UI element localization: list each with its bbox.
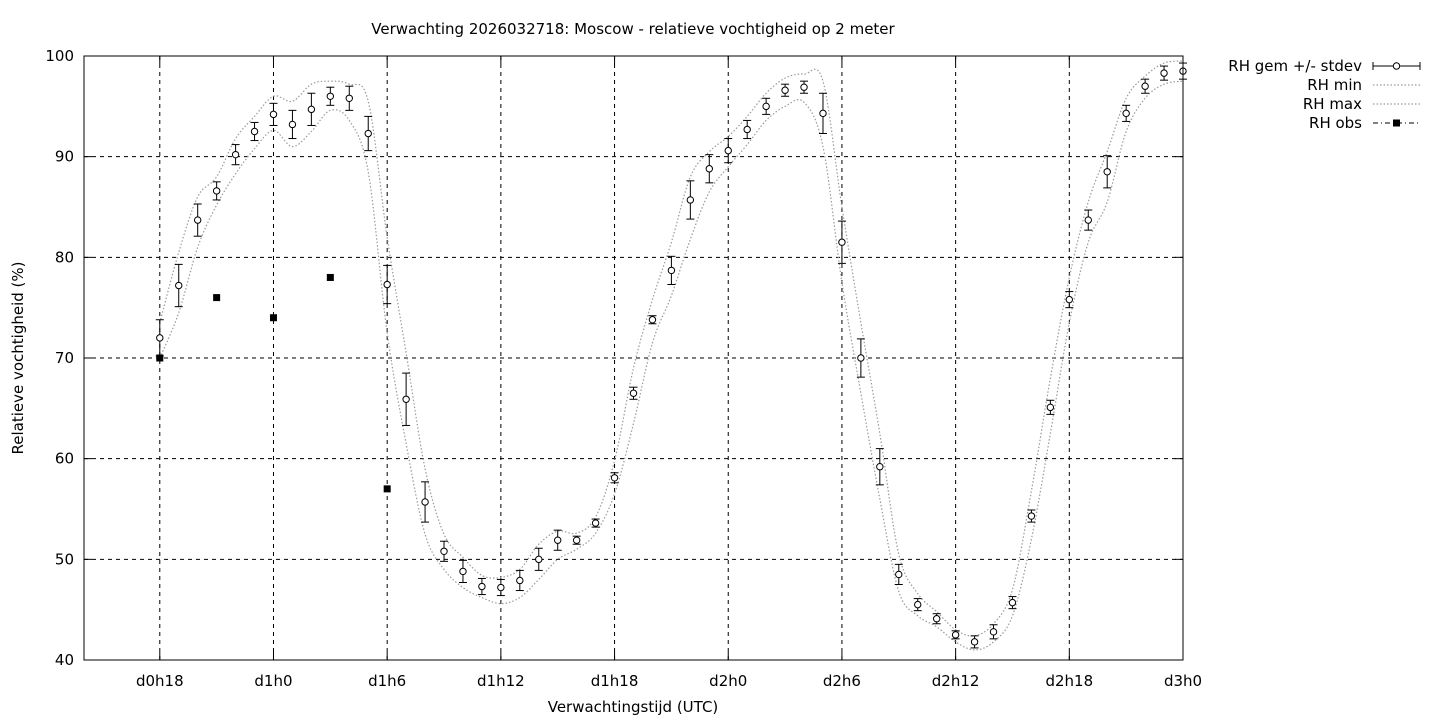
mean-point (516, 576, 524, 585)
mean-point (212, 187, 221, 195)
mean-point (250, 127, 259, 136)
mean-point (288, 120, 297, 129)
legend-label: RH obs (1309, 114, 1362, 132)
y-tick-label: 50 (55, 550, 74, 568)
x-axis-label: Verwachtingstijd (UTC) (548, 698, 719, 716)
mean-point (345, 94, 353, 102)
mean-point (686, 196, 695, 204)
mean-point (743, 125, 751, 134)
mean-point (383, 280, 391, 289)
mean-point (895, 570, 903, 579)
mean-point (629, 389, 638, 397)
chart-title: Verwachting 2026032718: Moscow - relatie… (371, 20, 895, 38)
mean-point (876, 463, 884, 471)
x-tick-label: d3h0 (1164, 672, 1202, 690)
y-tick-label: 90 (55, 148, 74, 166)
series-line-rh-min (159, 80, 1184, 651)
y-ticks: 40 50 60 70 80 90 100 (45, 47, 1183, 669)
x-tick-label: d2h6 (823, 672, 861, 690)
y-tick-label: 80 (55, 248, 74, 266)
legend-swatch (1393, 119, 1400, 127)
mean-point (1046, 403, 1055, 412)
mean-point (554, 536, 562, 544)
series-line-rh-max (159, 60, 1184, 637)
y-tick-label: 100 (45, 47, 74, 65)
mean-point (838, 238, 846, 246)
mean-point (800, 83, 808, 91)
mean-point (762, 102, 770, 111)
legend-swatch (1392, 62, 1401, 70)
x-tick-label: d0h18 (136, 672, 184, 690)
mean-point (156, 334, 164, 342)
mean-point (193, 216, 202, 224)
legend-label: RH max (1303, 95, 1362, 113)
x-tick-label: d1h6 (368, 672, 406, 690)
obs-point (326, 273, 334, 281)
x-tick-label: d1h12 (477, 672, 525, 690)
x-tick-label: d2h12 (932, 672, 980, 690)
mean-point (307, 105, 316, 114)
series-layer (155, 60, 1187, 651)
mean-point (705, 165, 713, 173)
mean-point (819, 109, 827, 118)
mean-point (231, 150, 240, 159)
mean-point (440, 547, 448, 555)
plot-frame (83, 55, 1184, 661)
mean-point (459, 567, 467, 576)
grid-layer (84, 56, 1184, 660)
mean-point (364, 129, 372, 138)
obs-point (383, 485, 391, 493)
mean-point (1084, 216, 1092, 224)
mean-point (535, 555, 543, 564)
mean-point (478, 582, 486, 591)
mean-point (1065, 295, 1074, 304)
mean-point (497, 583, 505, 592)
mean-point (269, 110, 278, 119)
mean-point (175, 281, 183, 290)
mean-point (1027, 512, 1036, 520)
mean-point (591, 519, 600, 527)
y-tick-label: 70 (55, 349, 74, 367)
mean-point (1008, 598, 1017, 607)
legend-label: RH gem +/- stdev (1228, 57, 1362, 75)
legend-label: RH min (1307, 76, 1362, 94)
x-tick-label: d1h0 (254, 672, 292, 690)
mean-point (1160, 69, 1168, 77)
x-tick-label: d1h18 (591, 672, 639, 690)
mean-point (951, 631, 960, 639)
mean-point (402, 395, 410, 403)
mean-point (970, 638, 979, 646)
mean-point (932, 615, 941, 623)
mean-point (667, 266, 676, 275)
mean-point (572, 536, 581, 544)
mean-point (1103, 168, 1111, 176)
x-ticks: d0h18 d1h0 d1h6 d1h12 d1h18 d2h0 d2h6 d2h12 d2h1… (136, 56, 1202, 690)
obs-point (156, 354, 164, 362)
obs-point (213, 294, 221, 302)
y-tick-label: 40 (55, 651, 74, 669)
mean-point (421, 498, 429, 506)
mean-point (914, 600, 922, 609)
mean-point (781, 86, 789, 94)
mean-point (857, 354, 865, 362)
mean-point (1122, 109, 1130, 118)
mean-point (989, 628, 998, 636)
x-tick-label: d2h18 (1045, 672, 1093, 690)
mean-point (648, 316, 657, 324)
mean-point (1141, 82, 1149, 90)
mean-point (610, 474, 619, 482)
x-tick-label: d2h0 (709, 672, 747, 690)
y-axis-label: Relatieve vochtigheid (%) (9, 261, 27, 454)
mean-point (724, 146, 732, 155)
y-tick-label: 60 (55, 450, 74, 468)
obs-point (269, 314, 277, 322)
mean-point (326, 92, 335, 100)
